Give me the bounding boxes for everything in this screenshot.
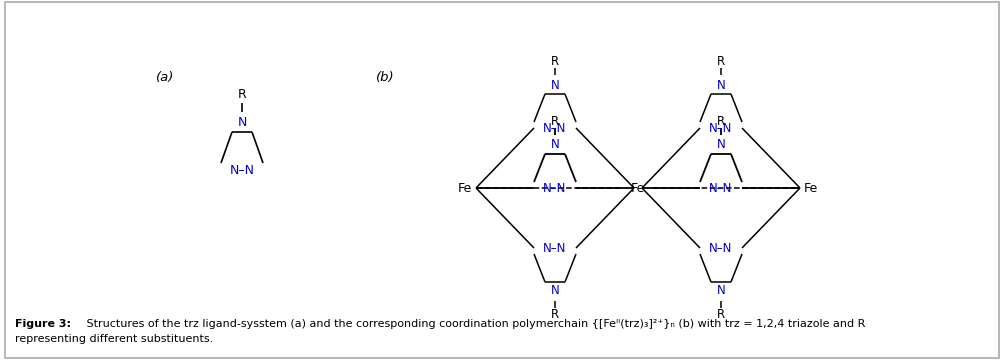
Text: representing different substituents.: representing different substituents. (15, 334, 213, 344)
Text: N–N: N–N (543, 181, 566, 194)
Text: N: N (716, 284, 724, 297)
Text: Fe: Fe (630, 181, 645, 194)
Text: N–N: N–N (543, 242, 566, 255)
Text: N: N (550, 78, 559, 91)
Text: Fe: Fe (803, 181, 817, 194)
Text: (a): (a) (155, 72, 174, 85)
Text: R: R (551, 309, 559, 321)
Text: N: N (716, 139, 724, 152)
Text: N–N: N–N (708, 181, 732, 194)
Text: R: R (716, 309, 724, 321)
Text: N–N: N–N (708, 242, 732, 255)
Text: R: R (716, 114, 724, 127)
Text: N–N: N–N (543, 122, 566, 135)
Text: R: R (551, 114, 559, 127)
Text: Fe: Fe (457, 181, 471, 194)
Text: R: R (551, 54, 559, 68)
Text: Structures of the trz ligand-sysstem (a) and the corresponding coordination poly: Structures of the trz ligand-sysstem (a)… (83, 319, 865, 329)
Text: R: R (716, 54, 724, 68)
Text: N–N: N–N (230, 163, 254, 176)
Text: Figure 3:: Figure 3: (15, 319, 71, 329)
Text: N–N: N–N (708, 122, 732, 135)
Text: N: N (716, 78, 724, 91)
Text: N: N (550, 139, 559, 152)
Text: N: N (237, 116, 247, 129)
Text: R: R (238, 89, 246, 102)
Text: N: N (550, 284, 559, 297)
Text: (b): (b) (375, 72, 394, 85)
